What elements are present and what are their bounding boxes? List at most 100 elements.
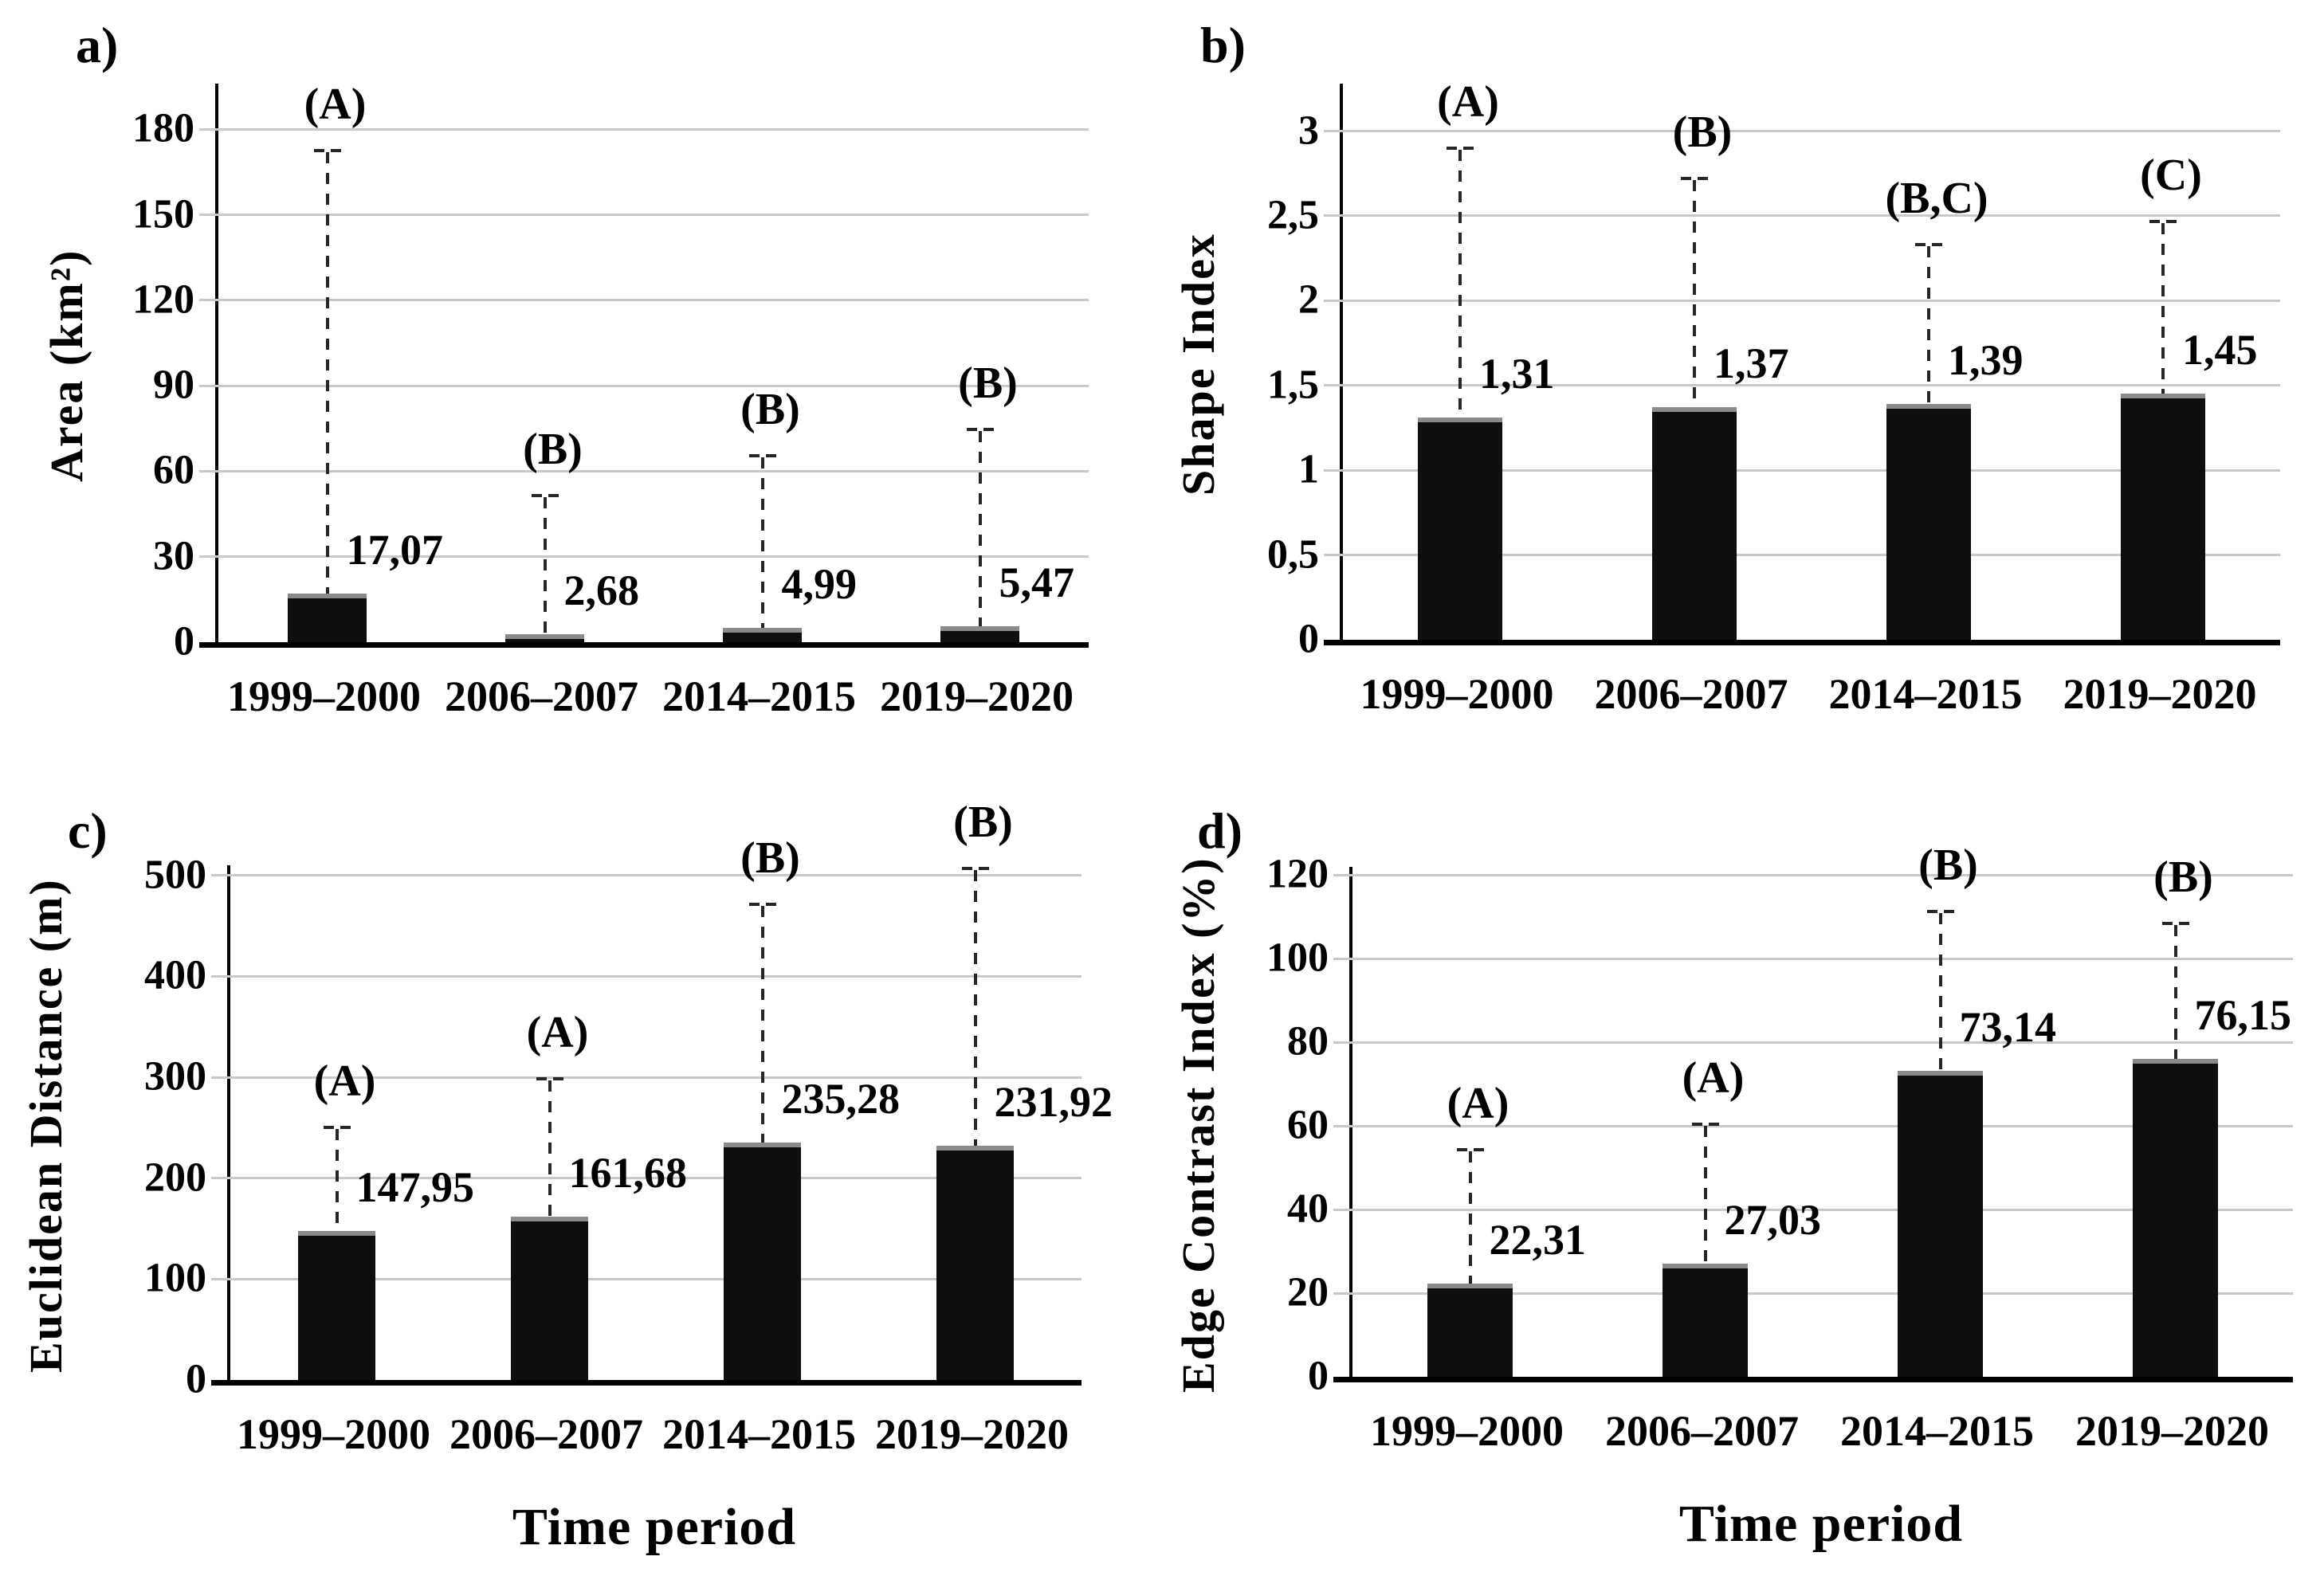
value-label: 27,03 bbox=[1724, 1196, 1822, 1245]
significance-letter: (B) bbox=[740, 384, 800, 434]
y-tick-label: 3 bbox=[1298, 107, 1319, 153]
gridline bbox=[211, 1177, 1082, 1180]
bar-top-cap bbox=[1886, 404, 1971, 410]
gridline bbox=[211, 974, 1082, 978]
y-tick-label: 120 bbox=[132, 276, 194, 323]
error-bar bbox=[1458, 149, 1462, 420]
bar bbox=[724, 1142, 801, 1380]
plot-area: 17,07 (A) 2,68 (B) 4,99 (B) 5,47 (B) bbox=[199, 80, 1089, 648]
error-bar-cap bbox=[961, 867, 989, 871]
value-label: 1,31 bbox=[1479, 350, 1555, 398]
significance-letter: (B) bbox=[2153, 853, 2213, 903]
y-tick-label: 0 bbox=[1298, 616, 1319, 662]
plot-area: 1,31 (A) 1,37 (B) 1,39 (B,C) 1,45 (C) bbox=[1324, 77, 2280, 645]
value-label: 4,99 bbox=[781, 560, 858, 609]
y-tick-label: 0,5 bbox=[1267, 531, 1319, 577]
y-tick-label: 20 bbox=[1287, 1269, 1329, 1315]
error-bar bbox=[1703, 1126, 1707, 1266]
significance-letter: (B) bbox=[958, 359, 1018, 409]
bar bbox=[511, 1217, 588, 1380]
x-tick-label: 1999–2000 bbox=[237, 1410, 430, 1458]
y-tick-label: 0 bbox=[186, 1356, 206, 1402]
y-tick-label: 60 bbox=[153, 447, 194, 493]
gridline bbox=[211, 874, 1082, 877]
y-tick-label: 2 bbox=[1298, 276, 1319, 323]
bar-top-cap bbox=[940, 626, 1019, 632]
x-axis-tick-labels: 1999–2000 2006–2007 2014–2015 2019–2020 bbox=[227, 1409, 1082, 1465]
x-axis-tick-labels: 1999–2000 2006–2007 2014–2015 2019–2020 bbox=[1340, 669, 2280, 725]
x-tick-label: 2019–2020 bbox=[875, 1410, 1069, 1458]
bar bbox=[288, 593, 367, 642]
x-tick-label: 2019–2020 bbox=[2075, 1407, 2269, 1455]
significance-letter: (A) bbox=[1437, 77, 1499, 127]
bar bbox=[1427, 1283, 1513, 1377]
error-bar-cap bbox=[2161, 922, 2189, 926]
x-tick-label: 2014–2015 bbox=[662, 1410, 856, 1458]
gridline bbox=[1324, 299, 2280, 302]
error-bar-cap bbox=[1926, 909, 1954, 913]
y-tick-label: 120 bbox=[1266, 851, 1329, 897]
error-bar-cap bbox=[748, 902, 776, 906]
gridline bbox=[1324, 214, 2280, 218]
plot-area: 22,31 (A) 27,03 (A) 73,14 (B) 76,15 (B) bbox=[1333, 841, 2293, 1382]
bar-top-cap bbox=[288, 593, 367, 598]
bar bbox=[2121, 394, 2205, 640]
panel-d-edge-contrast-chart: d) Edge Contrast Index (%) 0 20 40 60 80 100 1… bbox=[1162, 786, 2324, 1572]
error-bar-cap bbox=[1915, 243, 1942, 247]
value-label: 161,68 bbox=[568, 1149, 688, 1198]
value-label: 235,28 bbox=[781, 1074, 901, 1123]
bar bbox=[936, 1146, 1014, 1380]
gridline bbox=[1333, 957, 2293, 960]
y-tick-label: 80 bbox=[1287, 1018, 1329, 1064]
bar-top-cap bbox=[1652, 407, 1737, 413]
value-label: 1,45 bbox=[2182, 326, 2258, 374]
error-bar-cap bbox=[1691, 1123, 1719, 1127]
error-bar bbox=[978, 431, 982, 629]
error-bar bbox=[2173, 925, 2177, 1060]
panel-label-d: d) bbox=[1197, 802, 1242, 859]
error-bar-cap bbox=[1447, 146, 1474, 150]
error-bar-cap bbox=[1456, 1147, 1484, 1151]
y-tick-label: 150 bbox=[132, 190, 194, 237]
y-axis-tick-labels: 0 100 200 300 400 500 bbox=[0, 852, 206, 1401]
bar-top-cap bbox=[2133, 1058, 2218, 1064]
value-label: 76,15 bbox=[2194, 990, 2292, 1039]
y-tick-label: 40 bbox=[1287, 1186, 1329, 1232]
x-tick-label: 2014–2015 bbox=[662, 672, 856, 720]
gridline bbox=[1333, 1292, 2293, 1295]
error-bar bbox=[973, 870, 977, 1148]
gridline bbox=[1324, 130, 2280, 133]
gridline bbox=[199, 299, 1089, 302]
value-label: 231,92 bbox=[994, 1078, 1113, 1127]
error-bar bbox=[2161, 222, 2165, 396]
panel-label-c: c) bbox=[68, 802, 108, 859]
significance-letter: (B) bbox=[740, 833, 800, 883]
significance-letter: (A) bbox=[304, 79, 367, 129]
gridline bbox=[199, 555, 1089, 559]
gridline bbox=[211, 1277, 1082, 1280]
y-tick-label: 100 bbox=[144, 1255, 206, 1301]
x-axis-tick-labels: 1999–2000 2006–2007 2014–2015 2019–2020 bbox=[1349, 1406, 2293, 1462]
significance-letter: (B) bbox=[953, 798, 1013, 848]
gridline bbox=[1333, 873, 2293, 876]
gridline bbox=[1333, 1041, 2293, 1044]
significance-letter: (A) bbox=[313, 1056, 376, 1106]
error-bar bbox=[1927, 246, 1930, 406]
x-tick-label: 2019–2020 bbox=[2063, 670, 2257, 718]
bar-top-cap bbox=[724, 1142, 801, 1147]
error-bar-cap bbox=[531, 493, 559, 497]
gridline bbox=[199, 469, 1089, 472]
y-tick-label: 0 bbox=[174, 618, 194, 664]
y-tick-label: 1,5 bbox=[1267, 362, 1319, 408]
gridline bbox=[1333, 1124, 2293, 1127]
panel-label-b: b) bbox=[1200, 17, 1246, 73]
bar bbox=[2133, 1058, 2218, 1377]
x-tick-label: 2006–2007 bbox=[1594, 670, 1788, 718]
y-tick-label: 200 bbox=[144, 1154, 206, 1200]
x-tick-label: 2006–2007 bbox=[449, 1410, 643, 1458]
y-tick-label: 1 bbox=[1298, 446, 1319, 492]
gridline bbox=[199, 384, 1089, 387]
value-label: 2,68 bbox=[563, 566, 640, 615]
x-axis-title: Time period bbox=[1678, 1495, 1964, 1553]
bar bbox=[505, 634, 584, 642]
